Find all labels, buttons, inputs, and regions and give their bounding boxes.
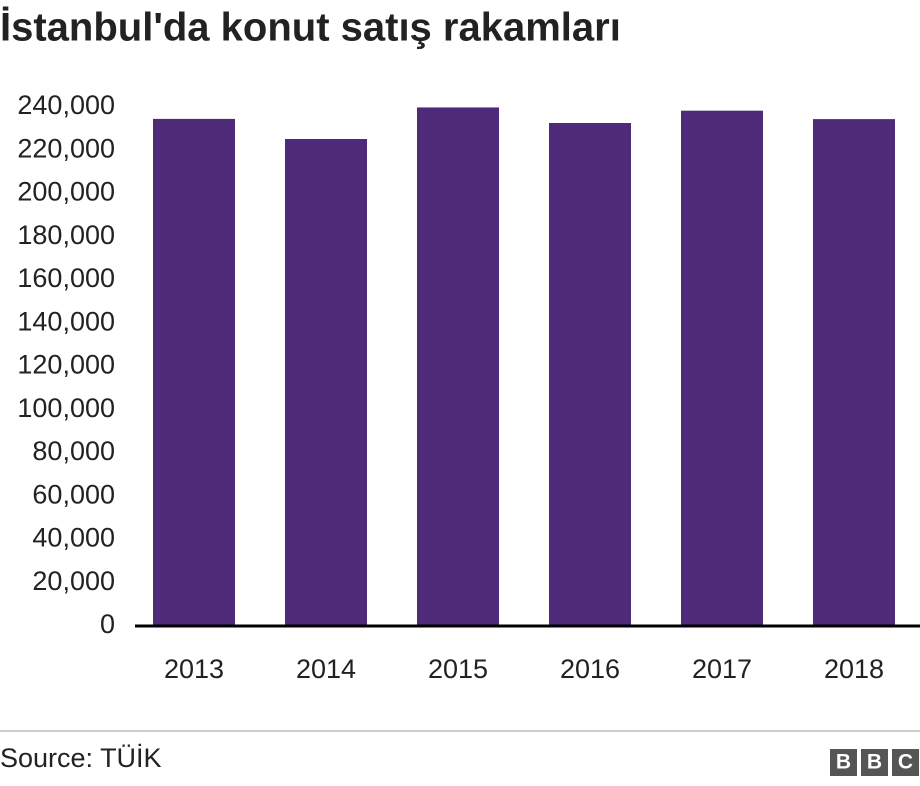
chart-title: İstanbul'da konut satış rakamları [0, 6, 621, 50]
y-tick-label: 240,000 [17, 90, 115, 120]
logo-letter: C [898, 751, 913, 774]
x-tick-label: 2016 [560, 654, 620, 684]
bar [153, 118, 235, 627]
y-tick-label: 100,000 [17, 393, 115, 423]
y-tick-label: 160,000 [17, 263, 115, 293]
x-tick-label: 2015 [428, 654, 488, 684]
x-tick-label: 2014 [296, 654, 356, 684]
y-tick-label: 40,000 [32, 523, 115, 553]
logo-box [861, 749, 888, 776]
y-tick-label: 20,000 [32, 566, 115, 596]
logo-box [892, 749, 919, 776]
x-tick-label: 2017 [692, 654, 752, 684]
y-tick-label: 140,000 [17, 306, 115, 336]
x-tick-label: 2018 [824, 654, 884, 684]
y-tick-label: 180,000 [17, 220, 115, 250]
logo-letter: B [867, 751, 882, 774]
y-tick-label: 220,000 [17, 133, 115, 163]
bar [813, 119, 895, 627]
bar [417, 107, 499, 627]
y-tick-label: 60,000 [32, 479, 115, 509]
bar [285, 139, 367, 626]
x-tick-label: 2013 [164, 654, 224, 684]
bar [681, 110, 763, 626]
logo-letter: B [836, 751, 851, 774]
source: Source: TÜİK [0, 742, 162, 773]
bar [549, 123, 631, 626]
y-tick-label: 0 [100, 609, 115, 639]
y-tick-label: 120,000 [17, 350, 115, 380]
y-tick-label: 200,000 [17, 177, 115, 207]
y-tick-label: 80,000 [32, 436, 115, 466]
logo-box [830, 749, 857, 776]
